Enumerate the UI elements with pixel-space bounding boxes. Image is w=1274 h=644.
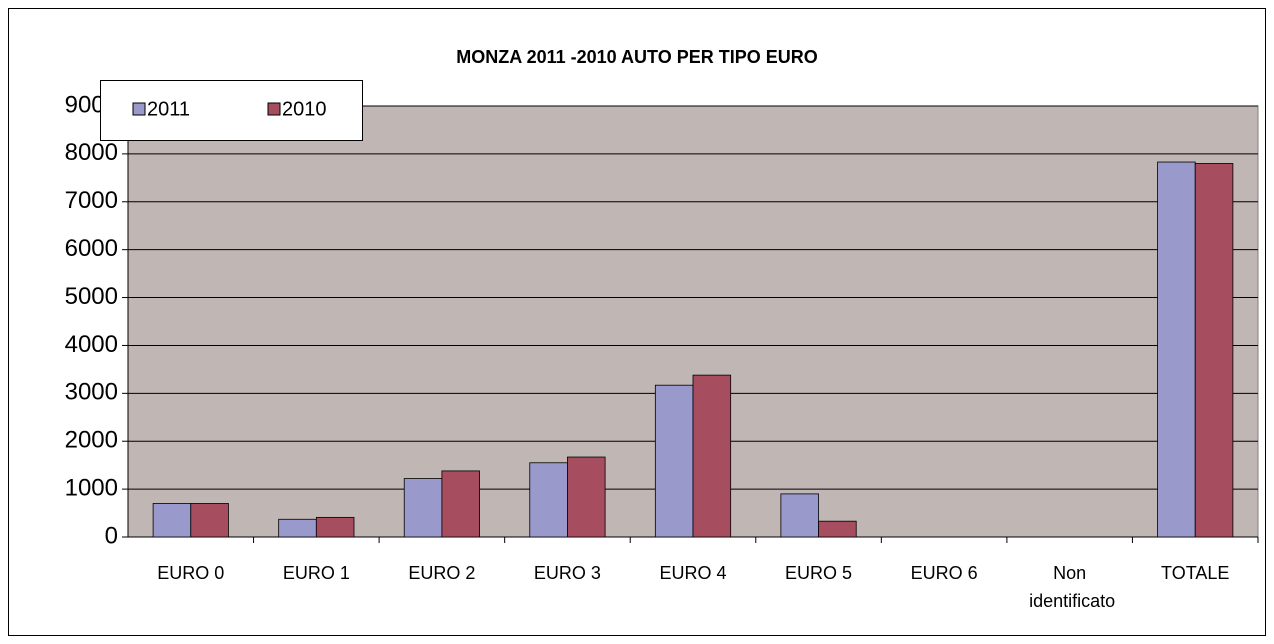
x-tick-label: EURO 0 <box>157 563 224 583</box>
x-tick-label: EURO 5 <box>785 563 852 583</box>
x-tick-label: EURO 2 <box>408 563 475 583</box>
bar <box>152 503 192 538</box>
y-tick-label: 7000 <box>65 187 118 214</box>
legend-swatch <box>267 102 281 116</box>
y-tick-label: 8000 <box>65 139 118 166</box>
chart-title: MONZA 2011 -2010 AUTO PER TIPO EURO <box>456 47 817 67</box>
bar <box>567 456 606 538</box>
y-tick-label: 2000 <box>65 427 118 454</box>
x-tick-label: TOTALE <box>1161 563 1229 583</box>
bar <box>278 518 317 538</box>
bar <box>190 503 229 538</box>
y-tick-label: 5000 <box>65 283 118 310</box>
y-tick-label: 4000 <box>65 331 118 358</box>
legend-label: 2010 <box>282 98 327 120</box>
legend-swatch <box>132 102 146 116</box>
y-tick-label: 1000 <box>65 474 118 501</box>
bar <box>654 384 694 538</box>
bar <box>403 478 443 538</box>
legend-label: 2011 <box>147 98 190 120</box>
bar <box>529 462 568 538</box>
bar <box>818 520 857 538</box>
x-tick-label: EURO 4 <box>659 563 726 583</box>
x-tick-label: Non identificato <box>1024 563 1115 611</box>
bar <box>1194 163 1234 538</box>
x-tick-label: EURO 3 <box>534 563 601 583</box>
bar <box>1157 161 1196 538</box>
y-tick-label: 6000 <box>65 235 118 262</box>
y-tick-label: 3000 <box>65 379 118 406</box>
bar <box>692 374 732 538</box>
x-tick-label: EURO 6 <box>911 563 978 583</box>
x-tick-label: EURO 1 <box>283 563 350 583</box>
y-tick-label: 0 <box>105 522 118 549</box>
bar <box>315 516 355 538</box>
bar <box>780 493 819 538</box>
bar <box>441 470 480 538</box>
